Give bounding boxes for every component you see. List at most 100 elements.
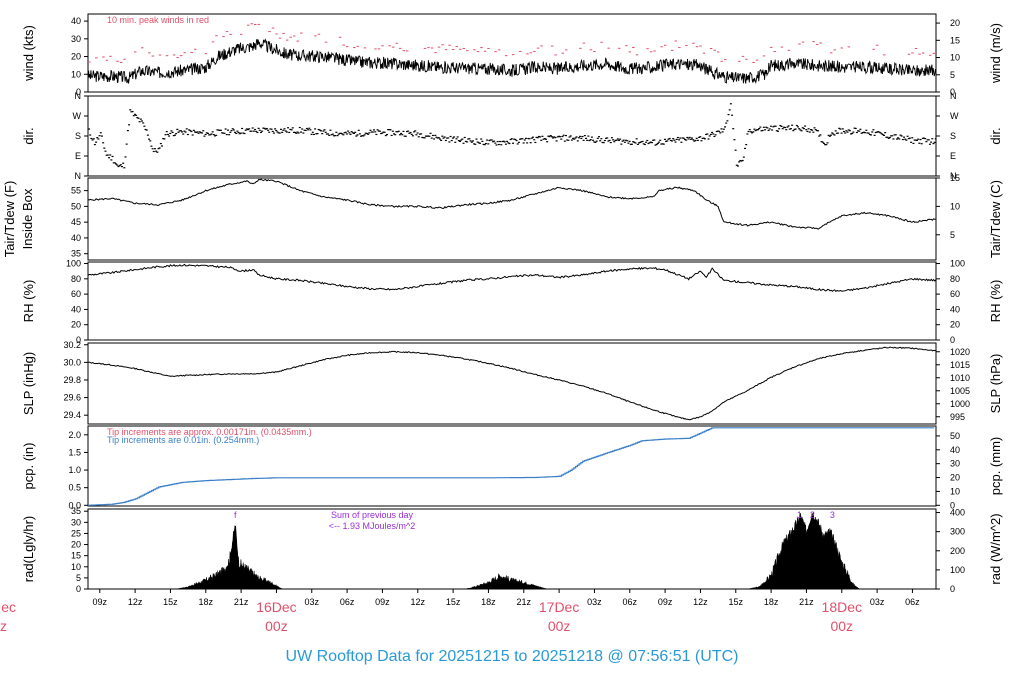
rh-left-tick-label: 100 xyxy=(66,259,81,269)
x-tick-label: 21z xyxy=(517,597,532,607)
x-tick-label: 09z xyxy=(93,597,108,607)
dir-left-tick-label: N xyxy=(75,91,82,101)
dir-right-tick-label: N xyxy=(950,171,957,181)
dir-left-axis-label: dir. xyxy=(21,127,36,144)
series-wind xyxy=(88,38,936,85)
day-label-time: 00z xyxy=(548,618,571,634)
rad-left-tick-label: 0 xyxy=(76,584,81,594)
wind-left-tick-label: 40 xyxy=(71,16,81,26)
series-slp xyxy=(88,346,936,421)
rh-right-tick-label: 80 xyxy=(950,274,960,284)
rad-sum-value: <-- 1.93 MJoules/m^2 xyxy=(329,521,416,531)
x-tick-label: 18z xyxy=(199,597,214,607)
pcp-right-tick-label: 20 xyxy=(950,473,960,483)
pcp-tip-note: Tip increments are approx. 0.00171in. (0… xyxy=(107,427,312,437)
wind-right-tick-label: 20 xyxy=(950,18,960,28)
rh-right-tick-label: 100 xyxy=(950,259,965,269)
slp-left-tick-label: 30.2 xyxy=(63,340,81,350)
temp-right-axis-label: Tair/Tdew (C) xyxy=(988,180,1003,258)
pcp-right-tick-label: 50 xyxy=(950,431,960,441)
x-tick-label: 03z xyxy=(305,597,320,607)
temp-left-tick-label: 35 xyxy=(71,249,81,259)
series-rad xyxy=(176,511,860,589)
dir-right-tick-label: N xyxy=(950,91,957,101)
temp-left-axis-label: Inside Box xyxy=(20,188,35,249)
dir-right-tick-label: W xyxy=(950,111,959,121)
wind-series-group xyxy=(88,23,936,85)
dir-right-tick-label: E xyxy=(950,151,956,161)
rad-left-tick-label: 5 xyxy=(76,573,81,583)
dir-series-group xyxy=(88,103,936,169)
x-tick-label: 12z xyxy=(693,597,708,607)
x-tick-label: 03z xyxy=(587,597,602,607)
series-rh xyxy=(88,263,936,293)
pcp-tip-note: Tip increments are 0.01in. (0.254mm.) xyxy=(107,435,259,445)
x-tick-label: 06z xyxy=(623,597,638,607)
rad-series-group xyxy=(176,511,860,589)
pcp-left-axis-label: pcp. (in) xyxy=(21,443,36,490)
dir-right-tick-label: S xyxy=(950,131,956,141)
day-label-date-clipped: ec xyxy=(1,599,16,615)
wind-left-tick-label: 30 xyxy=(71,34,81,44)
rad-marker: 3 xyxy=(830,510,835,520)
x-axis: 09z 12z 15z 18z 21z 03z 06z 09z 12z 15z 18z 21z 03z 0… xyxy=(0,589,920,634)
wind-left-tick-label: 20 xyxy=(71,52,81,62)
slp-left-tick-label: 30.0 xyxy=(63,357,81,367)
x-tick-label: 18z xyxy=(764,597,779,607)
day-label-time: 00z xyxy=(830,618,853,634)
wind-right-tick-label: 15 xyxy=(950,35,960,45)
rh-right-axis-label: RH (%) xyxy=(988,280,1003,323)
rad-right-tick-label: 400 xyxy=(950,508,965,518)
rad-sum-note: Sum of previous day xyxy=(331,510,414,520)
day-label-time: 00z xyxy=(265,618,288,634)
panel-rh: 0 20 40 60 80 100 0 20 40 60 80 100 RH (%) RH (%) xyxy=(21,259,1003,345)
temp-right-tick-label: 15 xyxy=(950,173,960,183)
panel-pcp: 0.0 0.5 1.0 1.5 2.0 0 10 20 30 40 50 pcp. (in) pcp. … xyxy=(21,425,1003,510)
wind-right-tick-label: 10 xyxy=(950,53,960,63)
panel-wind: 0 10 20 30 40 0 5 10 15 20 wind (kts) wind (m/s) 10 … xyxy=(21,13,1003,97)
dir-left-tick-label: E xyxy=(75,151,81,161)
slp-right-tick-label: 1000 xyxy=(950,399,970,409)
wind-peak-note: 10 min. peak winds in red xyxy=(107,15,209,25)
rh-left-axis-label: RH (%) xyxy=(21,280,36,323)
x-tick-label: 09z xyxy=(375,597,390,607)
rad-right-tick-label: 0 xyxy=(950,584,955,594)
page-title: UW Rooftop Data for 20251215 to 20251218… xyxy=(285,648,739,665)
rh-right-tick-label: 20 xyxy=(950,320,960,330)
pcp-series-group xyxy=(88,427,935,506)
rad-left-axis-label: rad(Lgly/hr) xyxy=(21,516,36,582)
wind-right-tick-label: 0 xyxy=(950,87,955,97)
temp-left-tick-label: 45 xyxy=(71,217,81,227)
x-tick-label: 15z xyxy=(446,597,461,607)
rh-left-tick-label: 0 xyxy=(76,335,81,345)
rh-right-tick-label: 60 xyxy=(950,289,960,299)
pcp-right-tick-label: 30 xyxy=(950,459,960,469)
rad-marker: f xyxy=(234,510,237,520)
rh-left-tick-label: 60 xyxy=(71,289,81,299)
rad-left-tick-label: 20 xyxy=(71,540,81,550)
rh-frame xyxy=(87,261,937,341)
x-tick-label: 18z xyxy=(481,597,496,607)
wind-right-axis-label: wind (m/s) xyxy=(988,23,1003,84)
dir-left-tick-label: S xyxy=(75,131,81,141)
rh-left-tick-label: 40 xyxy=(71,304,81,314)
slp-left-axis-label: SLP (inHg) xyxy=(21,352,36,415)
slp-right-tick-label: 1005 xyxy=(950,386,970,396)
temp-left-tick-label: 40 xyxy=(71,233,81,243)
series-pcp xyxy=(88,427,935,506)
rad-right-tick-label: 300 xyxy=(950,527,965,537)
temp-left-tick-label: 50 xyxy=(71,201,81,211)
wind-left-axis-label: wind (kts) xyxy=(21,25,36,82)
rh-left-tick-label: 80 xyxy=(71,274,81,284)
dir-right-axis-label: dir. xyxy=(988,127,1003,144)
rad-left-tick-label: 15 xyxy=(71,551,81,561)
x-tick-label: 21z xyxy=(234,597,249,607)
day-label-time-clipped: z xyxy=(0,618,7,634)
slp-left-tick-label: 29.8 xyxy=(63,375,81,385)
panel-slp: 29.4 29.6 29.8 30.0 30.2 995 1000 1005 1010 1015 1… xyxy=(21,340,1003,425)
rad-left-tick-label: 35 xyxy=(71,506,81,516)
temp-left-axis-label: Tair/Tdew (F) xyxy=(2,181,17,258)
x-tick-label: 09z xyxy=(658,597,673,607)
